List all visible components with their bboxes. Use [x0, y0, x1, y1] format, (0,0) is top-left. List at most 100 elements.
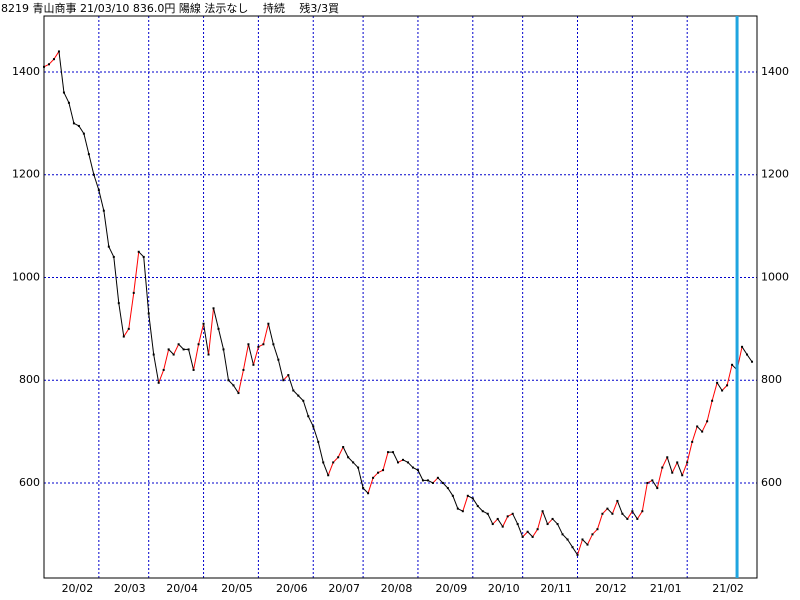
price-point — [262, 343, 265, 346]
y-tick-label: 1400 — [12, 65, 40, 78]
price-segment — [666, 457, 673, 473]
price-point — [466, 494, 469, 497]
x-tick-label: 20/07 — [328, 582, 360, 595]
price-segment — [93, 174, 100, 191]
price-point — [147, 312, 150, 315]
price-point — [481, 510, 484, 513]
y-tick-label-right: 1000 — [761, 270, 789, 283]
price-point — [671, 471, 674, 474]
price-segment — [661, 457, 668, 468]
price-point — [277, 358, 280, 361]
price-segment — [462, 495, 469, 512]
price-point — [701, 430, 704, 433]
price-point — [461, 510, 464, 513]
price-point — [406, 461, 409, 464]
price-point — [232, 384, 235, 387]
price-point — [721, 389, 724, 392]
price-segment — [123, 328, 130, 337]
price-segment — [342, 446, 349, 458]
price-segment — [287, 374, 294, 391]
price-segment — [262, 323, 269, 345]
price-point — [332, 461, 335, 464]
price-point — [741, 345, 744, 348]
price-point — [307, 415, 310, 418]
price-segment — [587, 534, 593, 545]
plot-frame — [43, 15, 758, 579]
price-segment — [158, 369, 165, 383]
price-point — [287, 374, 290, 377]
price-point — [257, 345, 260, 348]
price-segment — [213, 308, 219, 329]
price-segment — [611, 500, 618, 514]
price-segment — [267, 323, 274, 345]
price-point — [102, 209, 105, 212]
price-point — [357, 466, 360, 469]
price-segment — [497, 518, 504, 527]
price-segment — [237, 369, 244, 394]
price-point — [217, 327, 220, 330]
price-point — [192, 368, 195, 371]
price-segment — [681, 462, 688, 476]
x-tick-label: 20/04 — [166, 582, 198, 595]
price-segment — [487, 513, 494, 525]
price-segment — [88, 154, 95, 175]
price-segment — [706, 400, 713, 422]
price-segment — [83, 133, 90, 155]
price-segment — [542, 511, 549, 525]
price-segment — [277, 359, 284, 381]
price-point — [43, 65, 45, 68]
price-segment — [327, 462, 334, 476]
price-point — [297, 394, 300, 397]
price-point — [561, 533, 564, 536]
price-point — [207, 353, 210, 356]
price-segment — [203, 323, 210, 355]
price-segment — [68, 102, 75, 124]
price-point — [322, 461, 325, 464]
price-point — [92, 173, 95, 176]
price-segment — [63, 92, 70, 104]
price-point — [282, 379, 285, 382]
price-point — [696, 425, 699, 428]
price-segment — [502, 516, 509, 527]
x-tick-label: 20/12 — [595, 582, 627, 595]
price-segment — [532, 528, 539, 538]
price-point — [312, 425, 315, 428]
price-point — [716, 381, 719, 384]
price-segment — [108, 246, 115, 258]
price-point — [342, 446, 345, 449]
price-segment — [626, 510, 633, 520]
price-point — [267, 322, 270, 325]
price-point — [431, 481, 434, 484]
price-point — [72, 122, 75, 125]
x-tick-label: 20/08 — [381, 582, 413, 595]
price-point — [122, 335, 125, 338]
price-point — [392, 451, 395, 454]
y-tick-label: 1200 — [12, 168, 40, 181]
price-point — [501, 525, 504, 528]
price-segment — [691, 426, 698, 443]
price-point — [496, 517, 499, 520]
price-segment — [188, 349, 195, 371]
price-point — [397, 461, 400, 464]
price-point — [242, 368, 245, 371]
price-point — [327, 474, 330, 477]
price-segment — [198, 323, 205, 345]
price-point — [506, 515, 509, 518]
x-tick-label: 21/02 — [712, 582, 744, 595]
price-segment — [118, 303, 125, 337]
price-point — [636, 517, 639, 520]
price-point — [651, 479, 654, 482]
price-point — [601, 512, 604, 515]
price-point — [681, 474, 684, 477]
price-point — [162, 368, 165, 371]
y-tick-label-right: 800 — [761, 373, 782, 386]
price-point — [82, 132, 85, 135]
price-point — [706, 420, 709, 423]
price-segment — [163, 349, 170, 371]
price-point — [596, 528, 599, 531]
price-point — [711, 399, 714, 402]
price-segment — [572, 546, 578, 556]
price-point — [521, 535, 524, 538]
